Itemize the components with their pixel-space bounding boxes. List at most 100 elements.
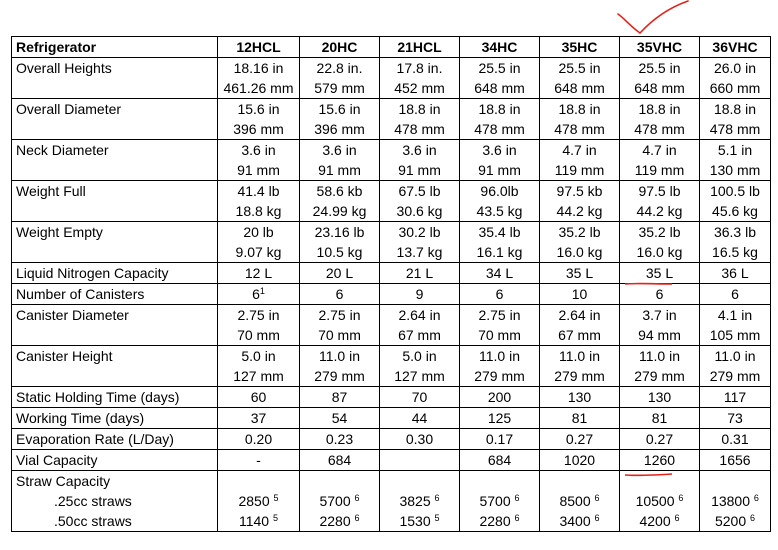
table-cell: 10500 6 4200 6 [619, 470, 700, 532]
cell-text: 461.26 mm [223, 80, 294, 96]
cell-text: 2.75 in [478, 307, 521, 323]
cell-text: 81 [571, 410, 588, 426]
cell-text: 18.8 in [398, 101, 441, 117]
cell-text: 91 mm [237, 162, 280, 178]
cell-text: 37 [250, 410, 267, 426]
table-cell: 30.2 lb 13.7 kg [379, 221, 460, 263]
cell-value: 35.4 lb [461, 223, 539, 243]
cell-value: 648 mm [461, 78, 539, 98]
spacer [16, 119, 217, 139]
row-label: Working Time (days) [11, 407, 218, 429]
row-label: Liquid Nitrogen Capacity [11, 262, 218, 284]
table-row: Weight Empty 20 lb 9.07 kg 23.16 lb 10.5 kg 3… [11, 221, 771, 263]
sub-row-label: .25cc straws [54, 493, 132, 509]
row-label-text: Evaporation Rate (L/Day) [16, 431, 174, 447]
table-row: Liquid Nitrogen Capacity 12 L 20 L 21 L 34 L… [11, 262, 771, 284]
cell-text: 127 mm [233, 368, 284, 384]
table-cell: 4.1 in 105 mm [699, 304, 771, 346]
cell-value: 67.5 lb [381, 182, 459, 202]
table-cell: 70 [379, 386, 460, 408]
spacer [701, 472, 770, 492]
cell-value: 44.2 kg [541, 201, 619, 221]
cell-value: 16.5 kg [701, 242, 770, 262]
table-cell: 15.6 in 396 mm [299, 98, 380, 140]
footnote-ref: 5 [272, 513, 278, 523]
table-cell: 0.27 [619, 428, 700, 450]
cell-text: 25.5 in [478, 60, 521, 76]
cell-value: 3.6 in [461, 141, 539, 161]
table-cell: 3.6 in 91 mm [217, 139, 300, 181]
cell-value: 12 L [219, 264, 299, 283]
cell-text: 0.27 [645, 431, 674, 447]
cell-value: 73 [701, 409, 770, 428]
cell-text: 478 mm [709, 121, 761, 137]
cell-value: 6 [301, 285, 379, 304]
table-cell: 18.16 in 461.26 mm [217, 57, 300, 99]
cell-text: 16.0 kg [636, 244, 683, 260]
checkmark-icon [617, 0, 689, 34]
row-label: Evaporation Rate (L/Day) [11, 428, 218, 450]
cell-value: 35 L [621, 264, 699, 283]
cell-value: 2850 5 [219, 491, 299, 511]
table-cell: 81 [619, 407, 700, 429]
row-label-text: Neck Diameter [16, 142, 109, 158]
cell-text: 100.5 lb [710, 183, 760, 199]
cell-value: 648 mm [541, 78, 619, 98]
cell-value: 4.1 in [701, 306, 770, 326]
cell-value: 127 mm [219, 366, 299, 386]
cell-value: 91 mm [219, 160, 299, 180]
cell-value: 2.64 in [381, 306, 459, 326]
cell-text: 1656 [719, 452, 751, 468]
cell-value: 478 mm [621, 119, 699, 139]
cell-text: 2.64 in [398, 307, 441, 323]
table-cell: 12 L [217, 262, 300, 284]
row-label: Weight Empty [11, 221, 218, 263]
cell-value: 119 mm [541, 160, 619, 180]
cell-text: 119 mm [554, 162, 605, 178]
cell-value: 41.4 lb [219, 182, 299, 202]
table-cell: 11.0 in 279 mm [619, 345, 700, 387]
cell-text: 35 L [645, 265, 674, 281]
cell-text: 11.0 in [639, 348, 680, 364]
row-label: Static Holding Time (days) [11, 386, 218, 408]
table-cell: 0.31 [699, 428, 771, 450]
cell-text: 3.7 in [642, 307, 677, 323]
cell-text: 97.5 kb [556, 183, 603, 199]
table-cell: 1020 [539, 449, 620, 471]
cell-text: 11.0 in [714, 348, 756, 364]
cell-text: 87 [331, 389, 348, 405]
cell-value: 130 [621, 388, 699, 407]
cell-value: 0.31 [701, 430, 770, 449]
cell-value: 58.6 kb [301, 182, 379, 202]
footnote-ref: 6 [434, 493, 440, 503]
cell-value: 97.5 kb [541, 182, 619, 202]
table-row: Neck Diameter 3.6 in 91 mm 3.6 in 91 mm 3.6 i… [11, 139, 771, 181]
footnote-ref: 6 [594, 513, 600, 523]
cell-text: 30.2 lb [398, 224, 441, 240]
cell-text: 279 mm [554, 368, 605, 384]
cell-value: 396 mm [219, 119, 299, 139]
cell-value: 97.5 lb [621, 182, 699, 202]
table-cell: 5700 6 2280 6 [299, 470, 380, 532]
cell-value: 15.6 in [301, 100, 379, 120]
cell-text: 660 mm [709, 80, 761, 96]
cell-text: 25.5 in [638, 60, 681, 76]
cell-value: 648 mm [621, 78, 699, 98]
spacer [16, 78, 217, 98]
row-label-text: Canister Diameter [16, 307, 129, 323]
cell-value: 478 mm [541, 119, 619, 139]
cell-value: 3400 6 [541, 511, 619, 531]
cell-text: 35 L [565, 265, 594, 281]
cell-text: 15.6 in [237, 101, 280, 117]
cell-value: 684 [461, 451, 539, 470]
row-label: Overall Diameter [11, 98, 218, 140]
cell-text: 36 L [721, 265, 749, 281]
table-cell: 35.2 lb 16.0 kg [619, 221, 700, 263]
cell-value: 6 [621, 285, 699, 304]
table-cell: 0.20 [217, 428, 300, 450]
cell-value: 8500 6 [541, 491, 619, 511]
cell-value: 16.0 kg [621, 242, 699, 262]
cell-text: 26.0 in [713, 60, 757, 76]
cell-value: 660 mm [701, 78, 770, 98]
table-cell: 26.0 in 660 mm [699, 57, 771, 99]
